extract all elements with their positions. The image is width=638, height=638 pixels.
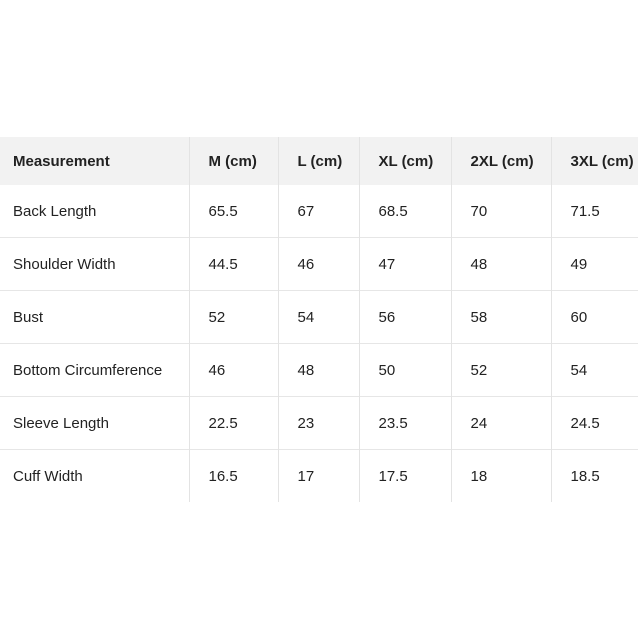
header-cell: Measurement <box>0 137 190 185</box>
cell: 52 <box>451 343 552 397</box>
cell: 49 <box>551 237 638 291</box>
cell: 54 <box>278 290 360 344</box>
header-cell: M (cm) <box>189 137 279 185</box>
cell: 46 <box>189 343 279 397</box>
header-cell: XL (cm) <box>359 137 452 185</box>
cell: 17 <box>278 449 360 502</box>
cell: 16.5 <box>189 449 279 502</box>
row-label: Shoulder Width <box>0 237 190 291</box>
header-cell: 3XL (cm) <box>551 137 638 185</box>
cell: 67 <box>278 185 360 238</box>
row-label: Back Length <box>0 185 190 238</box>
cell: 47 <box>359 237 452 291</box>
row-label: Cuff Width <box>0 449 190 502</box>
size-table: Measurement M (cm) L (cm) XL (cm) 2XL (cm) 3X… <box>0 137 638 502</box>
cell: 56 <box>359 290 452 344</box>
cell: 50 <box>359 343 452 397</box>
cell: 58 <box>451 290 552 344</box>
cell: 23.5 <box>359 396 452 450</box>
cell: 22.5 <box>189 396 279 450</box>
row-label: Sleeve Length <box>0 396 190 450</box>
table-row: Bottom Circumference 46 48 50 52 54 <box>0 343 638 397</box>
table-row: Cuff Width 16.5 17 17.5 18 18.5 <box>0 449 638 502</box>
table-row: Bust 52 54 56 58 60 <box>0 290 638 344</box>
cell: 46 <box>278 237 360 291</box>
header-row: Measurement M (cm) L (cm) XL (cm) 2XL (cm) 3X… <box>0 137 638 185</box>
cell: 18 <box>451 449 552 502</box>
cell: 70 <box>451 185 552 238</box>
cell: 24 <box>451 396 552 450</box>
cell: 44.5 <box>189 237 279 291</box>
cell: 71.5 <box>570 202 600 220</box>
table-row: Shoulder Width 44.5 46 47 48 49 <box>0 237 638 291</box>
cell: 23 <box>278 396 360 450</box>
cell: 48 <box>278 343 360 397</box>
cell: 24.5 <box>551 396 638 450</box>
cell: 65.5 <box>189 185 279 238</box>
table-row: Back Length 65.5 67 68.5 70 71.5 <box>0 185 638 238</box>
cell: 17.5 <box>359 449 452 502</box>
header-cell: 2XL (cm) <box>451 137 552 185</box>
cell: 54 <box>551 343 638 397</box>
table-row: Sleeve Length 22.5 23 23.5 24 24.5 <box>0 396 638 450</box>
cell: 48 <box>451 237 552 291</box>
cell: 18.5 <box>551 449 638 502</box>
row-label: Bottom Circumference <box>0 343 190 397</box>
cell: 52 <box>189 290 279 344</box>
row-label: Bust <box>0 290 190 344</box>
header-cell: L (cm) <box>278 137 360 185</box>
cell: 68.5 <box>359 185 452 238</box>
cell: 60 <box>551 290 638 344</box>
